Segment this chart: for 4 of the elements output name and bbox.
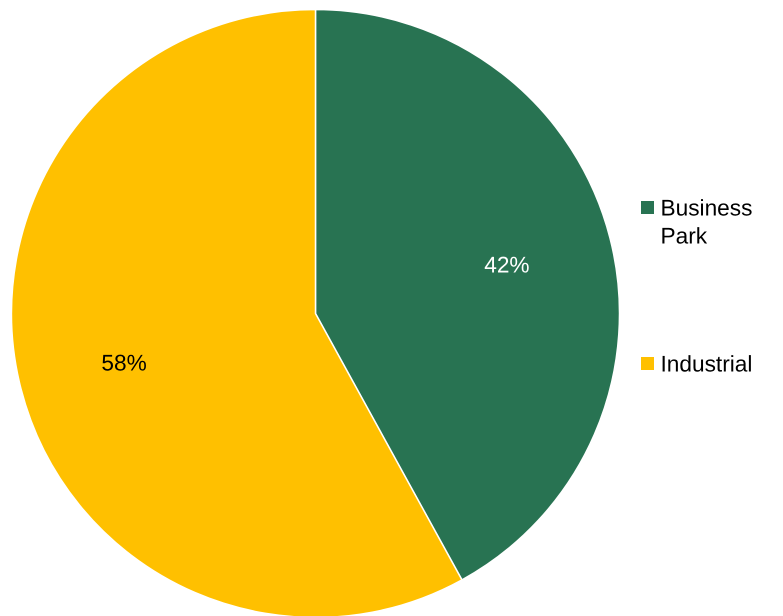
data-label: 42% (484, 251, 530, 278)
data-label: 58% (101, 350, 147, 376)
legend-label: Business Park (660, 194, 752, 248)
legend-label: Industrial (660, 350, 752, 376)
